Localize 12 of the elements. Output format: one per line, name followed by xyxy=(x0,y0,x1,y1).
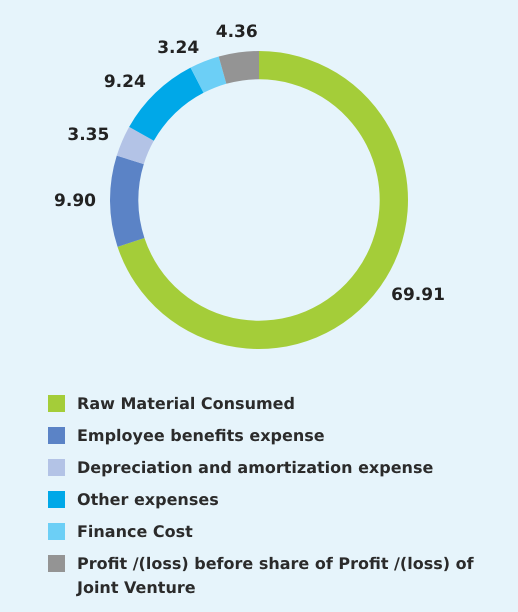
data-label: 69.91 xyxy=(391,284,445,305)
legend-label: Finance Cost xyxy=(77,521,193,543)
legend-label: Raw Material Consumed xyxy=(77,393,295,415)
data-label: 3.24 xyxy=(157,38,200,58)
legend-label: Employee benefits expense xyxy=(77,425,325,447)
data-label: 9.90 xyxy=(54,190,96,211)
data-label: 3.35 xyxy=(67,124,110,145)
legend-label: Profit /(loss) before share of Profit /(loss) of Joint Venture xyxy=(77,553,475,599)
legend-label: Other expenses xyxy=(77,489,219,511)
data-label: 9.24 xyxy=(104,72,146,92)
legend-label: Depreciation and amortization expense xyxy=(77,457,434,479)
data-label: 4.36 xyxy=(216,22,258,42)
